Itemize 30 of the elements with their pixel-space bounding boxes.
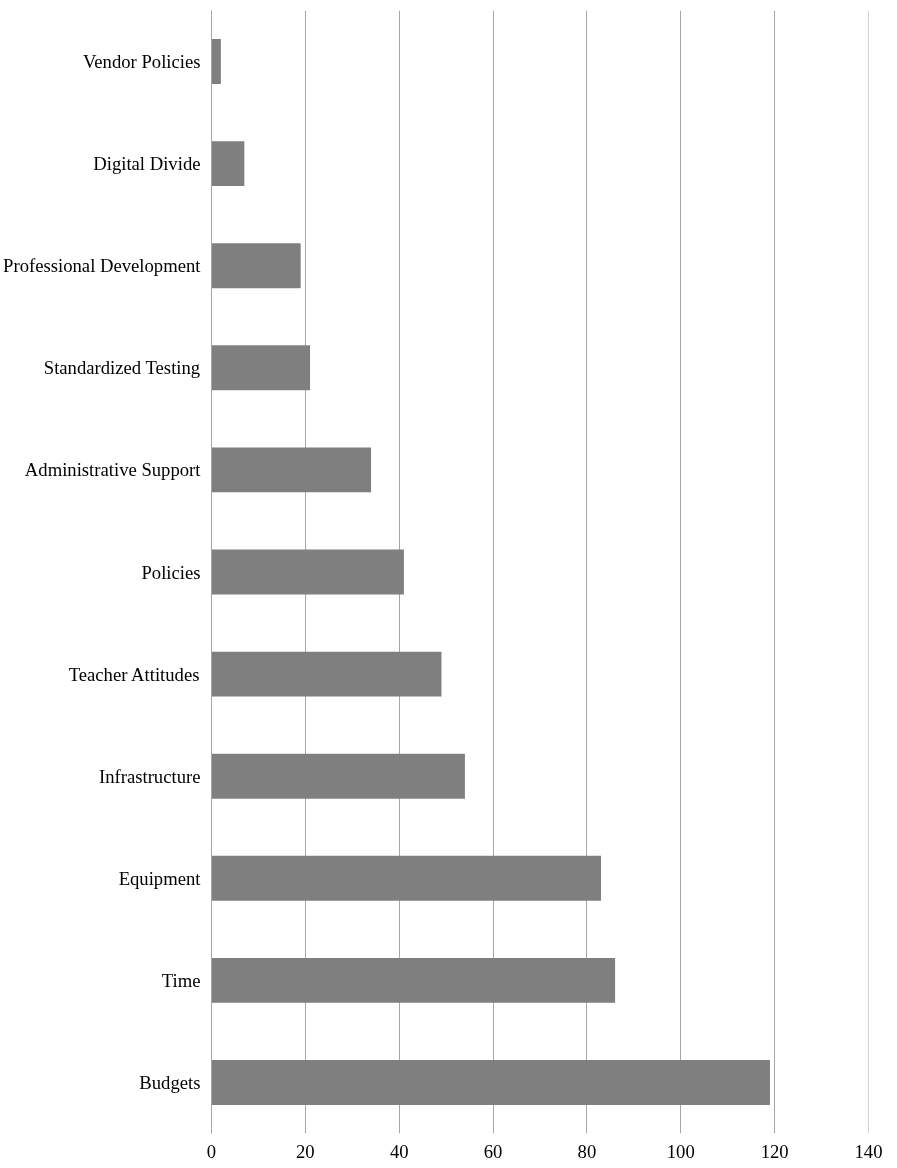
x-tick-label: 40 bbox=[389, 1140, 409, 1162]
bar bbox=[211, 957, 616, 1003]
x-tick-label: 80 bbox=[577, 1140, 597, 1162]
bar bbox=[211, 447, 372, 493]
y-tick-label: Equipment bbox=[118, 867, 202, 889]
y-tick-label: Standardized Testing bbox=[43, 357, 201, 379]
bar bbox=[211, 243, 301, 289]
y-tick-label: Administrative Support bbox=[24, 459, 202, 481]
y-tick-label: Infrastructure bbox=[98, 765, 201, 787]
x-tick-label: 20 bbox=[296, 1140, 315, 1162]
y-tick-label: Time bbox=[161, 969, 201, 991]
bar bbox=[211, 141, 245, 187]
bar bbox=[211, 1059, 770, 1105]
x-tick-label: 0 bbox=[206, 1140, 217, 1162]
bar bbox=[211, 651, 442, 697]
x-tick-label: 120 bbox=[760, 1140, 789, 1162]
bar bbox=[211, 549, 404, 595]
y-tick-label: Digital Divide bbox=[93, 153, 201, 175]
bar bbox=[211, 39, 221, 85]
x-tick-label: 100 bbox=[666, 1140, 695, 1162]
bar bbox=[211, 855, 602, 901]
x-tick-label: 60 bbox=[483, 1140, 503, 1162]
x-tick-label: 140 bbox=[854, 1140, 883, 1162]
y-tick-label: Professional Development bbox=[3, 255, 202, 277]
bar bbox=[211, 753, 465, 799]
y-tick-label: Vendor Policies bbox=[82, 51, 201, 73]
y-tick-label: Budgets bbox=[139, 1071, 201, 1093]
y-tick-label: Teacher Attitudes bbox=[68, 663, 200, 685]
bar bbox=[211, 345, 311, 391]
y-tick-label: Policies bbox=[141, 561, 201, 583]
